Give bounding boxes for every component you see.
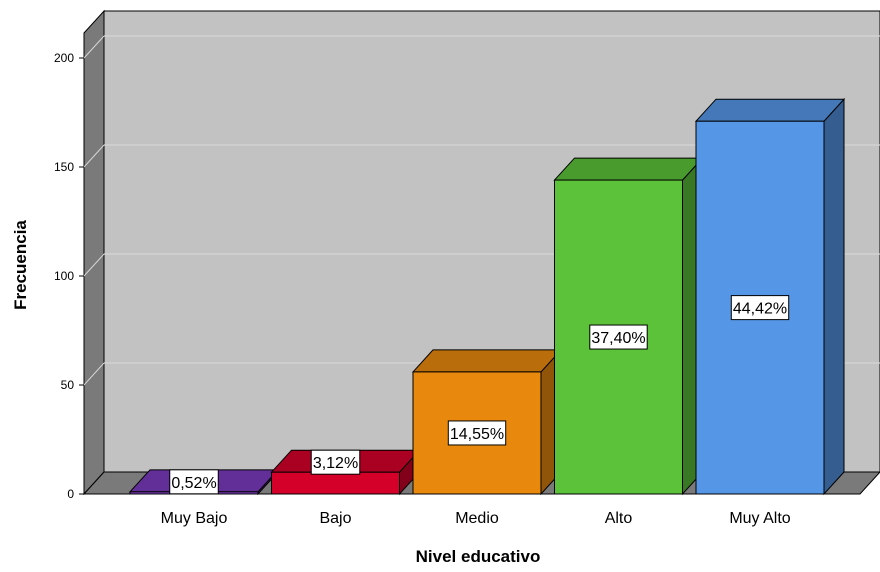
y-tick-label: 200 bbox=[54, 51, 74, 65]
side-wall bbox=[83, 9, 105, 496]
data-label-text: 3,12% bbox=[313, 455, 358, 472]
data-label-text: 44,42% bbox=[733, 301, 787, 318]
gridline-side bbox=[83, 253, 105, 277]
data-label-box bbox=[310, 449, 361, 475]
gridline-side bbox=[83, 35, 105, 59]
data-label-box bbox=[169, 469, 219, 495]
bar-top bbox=[411, 349, 563, 373]
bars: 0,52% 3,12% 14,55% 37,40% 44,42% bbox=[128, 97, 846, 496]
data-label-text: 14,55% bbox=[450, 426, 504, 443]
x-axis-title: Nivel educativo bbox=[416, 547, 541, 566]
y-tick-label: 100 bbox=[54, 269, 74, 283]
bar-top bbox=[553, 157, 704, 181]
data-label: 37,40% bbox=[589, 324, 648, 350]
bar-muy-bajo: 0,52% bbox=[128, 468, 280, 496]
data-label-box bbox=[589, 324, 648, 350]
data-label-text: 0,52% bbox=[171, 475, 216, 492]
bar-alto: 37,40% bbox=[553, 156, 704, 496]
x-tick-label: Alto bbox=[605, 510, 633, 527]
x-tick-label: Medio bbox=[455, 510, 499, 527]
data-label: 3,12% bbox=[310, 449, 361, 475]
data-label-box bbox=[447, 420, 507, 446]
bar-medio: 14,55% bbox=[411, 348, 563, 496]
bar-side bbox=[823, 97, 845, 496]
data-label-box bbox=[730, 295, 790, 321]
x-tick-label: Bajo bbox=[319, 510, 351, 527]
gridline-side bbox=[83, 362, 105, 386]
data-label: 0,52% bbox=[169, 469, 219, 495]
gridline-side bbox=[83, 144, 105, 168]
bar-muy-alto: 44,42% bbox=[694, 97, 846, 496]
bar-bajo: 3,12% bbox=[270, 448, 421, 496]
bar-front bbox=[271, 471, 400, 495]
y-tick-label: 150 bbox=[54, 160, 74, 174]
x-axis-categories: Muy Bajo Bajo Medio Alto Muy Alto bbox=[161, 510, 791, 527]
y-tick-label: 0 bbox=[67, 487, 74, 501]
x-tick-label: Muy Bajo bbox=[161, 510, 228, 527]
y-tick-label: 50 bbox=[61, 378, 75, 392]
y-axis-title: Frecuencia bbox=[11, 220, 30, 310]
data-label-text: 37,40% bbox=[591, 330, 645, 347]
x-tick-label: Muy Alto bbox=[729, 510, 790, 527]
bar-top bbox=[694, 98, 846, 122]
data-label: 44,42% bbox=[730, 295, 790, 321]
y-axis-ticks: 0 50 100 150 200 bbox=[54, 51, 84, 501]
data-label: 14,55% bbox=[447, 420, 507, 446]
